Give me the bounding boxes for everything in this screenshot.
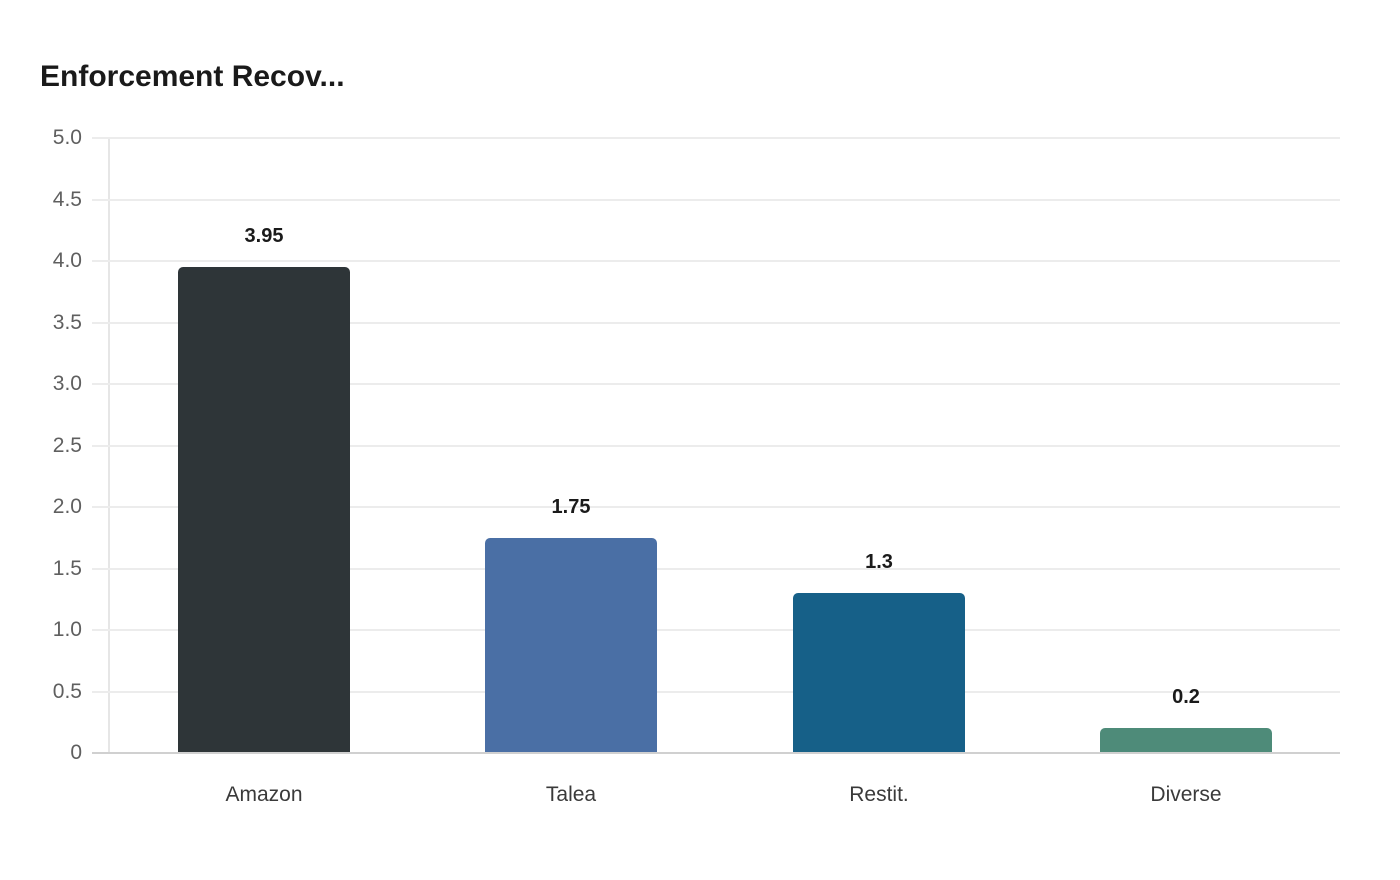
- x-tick-label: Amazon: [225, 783, 303, 806]
- y-tick-label: 4.5: [52, 187, 82, 211]
- gridline: [92, 198, 1340, 201]
- bar-value-label: 0.2: [1172, 686, 1200, 709]
- gridline: [92, 690, 1340, 693]
- y-tick-label: 5.0: [52, 126, 82, 149]
- y-tick-label: 3.0: [52, 372, 82, 395]
- x-tick-label: Talea: [545, 783, 597, 806]
- y-tick-label: 2.5: [52, 433, 82, 457]
- gridline: [92, 383, 1340, 385]
- bar-talea[interactable]: [485, 537, 657, 753]
- bar-amazon[interactable]: [178, 267, 350, 753]
- y-tick-label: 2.0: [52, 495, 82, 518]
- gridline: [92, 137, 1340, 139]
- gridline: [92, 629, 1340, 631]
- bar-value-label: 1.75: [551, 495, 591, 518]
- gridline: [92, 567, 1340, 570]
- y-tick-label: 3.5: [52, 310, 82, 334]
- y-tick-label: 0: [70, 741, 82, 764]
- x-axis-line: [92, 752, 1340, 754]
- gridline: [92, 444, 1340, 447]
- chart-title: Enforcement Recov...: [40, 60, 345, 93]
- gridline: [92, 260, 1340, 262]
- y-tick-label: 0.5: [52, 679, 82, 703]
- bar-value-label: 1.3: [865, 551, 893, 574]
- bar-diverse[interactable]: [1100, 728, 1272, 753]
- y-tick-label: 1.5: [52, 556, 82, 580]
- y-tick-label: 4.0: [52, 249, 82, 272]
- bar-value-label: 3.95: [244, 225, 284, 248]
- bar-restit[interactable]: [793, 593, 965, 753]
- x-tick-label: Restit.: [849, 783, 909, 806]
- y-tick-label: 1.0: [52, 618, 82, 641]
- x-tick-label: Diverse: [1150, 783, 1222, 806]
- gridline: [92, 321, 1340, 324]
- gridline: [92, 506, 1340, 508]
